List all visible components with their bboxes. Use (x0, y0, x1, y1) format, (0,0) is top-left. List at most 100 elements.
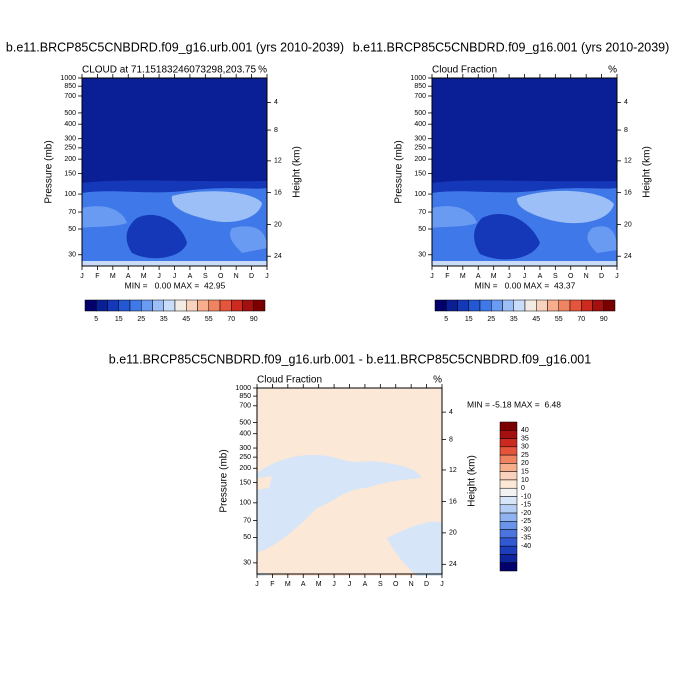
y-tick-label: 1000 (235, 385, 251, 392)
x-tick-label: J (348, 581, 352, 588)
y-tick-label: 200 (239, 465, 251, 472)
colorbar-box (208, 299, 221, 312)
y-tick-label: 150 (414, 170, 426, 177)
colorbar-label: 5 (94, 316, 98, 323)
colorbar-label: 55 (555, 316, 563, 323)
y-tick-label: 400 (64, 121, 76, 128)
y2-tick-label: 24 (274, 253, 282, 260)
y2-tick-label: 20 (274, 221, 282, 228)
colorbar-label: 45 (532, 316, 540, 323)
colorbar-box (499, 454, 518, 464)
y-tick-label: 850 (414, 83, 426, 90)
y-tick-label: 250 (239, 454, 251, 461)
colorbar-box (499, 430, 518, 439)
y-tick-label: 250 (64, 145, 76, 152)
units-label: % (258, 65, 267, 76)
contour-field (432, 78, 617, 266)
colorbar-box (603, 299, 616, 312)
x-tick-label: M (460, 273, 466, 280)
colorbar-box (499, 545, 518, 555)
colorbar-box (499, 487, 518, 497)
stats-label: MIN = 0.00 MAX = 42.95 (125, 280, 226, 290)
x-tick-label: N (409, 581, 414, 588)
colorbar-label: 15 (115, 316, 123, 323)
colorbar-label: 25 (521, 452, 529, 459)
x-tick-label: M (316, 581, 322, 588)
x-tick-label: A (188, 273, 193, 280)
y-tick-label: 700 (64, 93, 76, 100)
x-tick-label: O (218, 273, 224, 280)
colorbar-box (524, 299, 537, 312)
x-tick-label: M (110, 273, 116, 280)
y-tick-label: 30 (243, 560, 251, 567)
y2-tick-label: 16 (449, 498, 457, 505)
y2-tick-label: 8 (274, 127, 278, 134)
x-tick-label: D (249, 273, 254, 280)
x-tick-label: D (599, 273, 604, 280)
x-tick-label: F (95, 273, 99, 280)
panel-title: b.e11.BRCP85C5CNBDRD.f09_g16.urb.001 (yr… (6, 40, 344, 54)
colorbar-box (592, 299, 604, 312)
y-tick-label: 700 (414, 93, 426, 100)
y-tick-label: 850 (239, 393, 251, 400)
colorbar-box (499, 438, 518, 448)
units-label: % (608, 65, 617, 76)
y-tick-label: 850 (64, 83, 76, 90)
colorbar-label: 30 (521, 444, 529, 451)
colorbar-box (163, 299, 176, 312)
colorbar-box (96, 299, 108, 312)
colorbar-box (186, 299, 198, 312)
y-tick-label: 100 (414, 191, 426, 198)
colorbar-label: -30 (521, 526, 531, 533)
contour-field (257, 388, 442, 576)
colorbar-label: 25 (487, 316, 495, 323)
colorbar-box (118, 299, 131, 312)
colorbar-label: 90 (250, 316, 258, 323)
x-tick-label: J (332, 581, 336, 588)
colorbar-box (499, 471, 518, 481)
x-tick-label: J (440, 581, 444, 588)
y2-tick-label: 4 (449, 409, 453, 416)
y-tick-label: 70 (243, 517, 251, 524)
colorbar-box (581, 299, 593, 312)
colorbar-box (174, 299, 187, 312)
colorbar-box (499, 446, 518, 456)
x-tick-label: F (270, 581, 274, 588)
y2-axis-label: Height (km) (292, 146, 303, 198)
y-tick-label: 200 (414, 156, 426, 163)
colorbar-label: 90 (600, 316, 608, 323)
y-tick-label: 500 (64, 110, 76, 117)
stats-label: MIN = 0.00 MAX = 43.37 (475, 280, 576, 290)
colorbar-box (129, 299, 142, 312)
x-tick-label: O (568, 273, 574, 280)
y-tick-label: 70 (418, 209, 426, 216)
y-tick-label: 50 (418, 226, 426, 233)
y2-tick-label: 24 (449, 561, 457, 568)
y-tick-label: 150 (239, 479, 251, 486)
colorbar-box (434, 299, 447, 312)
colorbar-label: 20 (521, 460, 529, 467)
colorbar-box (547, 299, 559, 312)
y-tick-label: 100 (64, 191, 76, 198)
colorbar-box (141, 299, 153, 312)
colorbar-box (499, 504, 518, 514)
colorbar-label: 35 (521, 435, 529, 442)
panel-title: b.e11.BRCP85C5CNBDRD.f09_g16.urb.001 - b… (109, 352, 591, 366)
colorbar-box (499, 479, 518, 489)
y2-tick-label: 4 (624, 99, 628, 106)
colorbar-box (499, 521, 518, 530)
colorbar-label: 15 (521, 469, 529, 476)
panel-subtitle: Cloud Fraction (257, 375, 322, 386)
colorbar-box (197, 299, 209, 312)
colorbar-box (499, 554, 518, 563)
x-tick-label: S (378, 581, 383, 588)
x-tick-label: J (157, 273, 161, 280)
y2-tick-label: 20 (449, 530, 457, 537)
y-tick-label: 1000 (410, 75, 426, 82)
colorbar-box (569, 299, 582, 312)
colorbar-box (502, 299, 514, 312)
colorbar-label: -10 (521, 493, 531, 500)
x-tick-label: J (173, 273, 177, 280)
colorbar-box (499, 512, 518, 522)
